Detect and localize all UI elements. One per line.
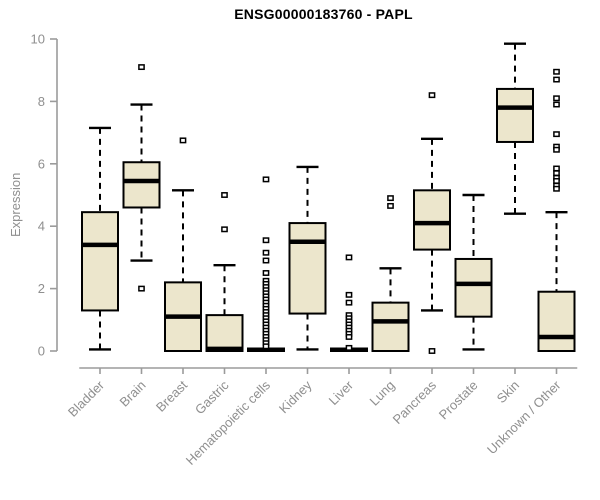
x-tick-label: Unknown / Other [484,377,564,457]
y-tick-label: 4 [38,219,45,234]
y-tick-label: 2 [38,281,45,296]
outlier-point [428,348,436,354]
box-gastric [205,314,244,352]
x-tick-label: Breast [153,377,190,414]
outlier-point [553,68,560,75]
outlier-point [553,101,560,108]
outlier-point [387,202,394,209]
box-pancreas [413,189,451,251]
box-unknown-other [537,290,576,352]
outlier-point [553,146,560,153]
box-prostate [454,257,493,318]
x-tick-label: Lung [367,378,398,409]
outlier-point [553,131,560,138]
box-brain [122,161,161,209]
y-tick-label: 10 [31,32,45,47]
outlier-point [553,185,560,192]
outlier-point [221,226,228,233]
outlier-point [553,178,560,184]
y-tick-label: 0 [38,344,45,359]
x-tick-label: Kidney [276,377,315,416]
outlier-point [553,76,560,83]
outlier-point [221,192,228,198]
outlier-point [262,249,270,256]
outlier-point [345,334,353,340]
x-tick-label: Skin [494,378,522,406]
box-skin [496,87,534,143]
outlier-point [138,64,145,71]
outlier-point [262,237,270,244]
x-tick-label: Gastric [192,377,232,417]
outlier-point [428,92,436,99]
chart-title: ENSG00000183760 - PAPL [234,6,413,22]
outlier-point [345,344,353,351]
box-kidney [288,222,327,315]
outlier-point [179,137,187,144]
outlier-point [553,165,560,172]
x-tick-label: Prostate [436,378,481,423]
outlier-point [345,254,353,261]
y-tick-label: 6 [38,156,45,171]
outlier-point [553,95,560,102]
outlier-point [262,176,270,183]
outlier-point [345,299,353,306]
outlier-point [262,270,270,276]
x-tick-label: Brain [117,378,149,410]
outlier-point [138,285,145,292]
box-bladder [81,211,119,312]
outlier-point [262,257,270,264]
x-tick-label: Bladder [65,377,108,420]
outlier-point [553,170,560,177]
box-lung [371,301,410,353]
x-tick-label: Pancreas [390,377,440,427]
y-tick-label: 8 [38,94,45,109]
x-tick-label: Liver [326,377,357,408]
outlier-point [345,291,353,298]
outlier-point [262,343,270,350]
outlier-point [387,195,394,202]
